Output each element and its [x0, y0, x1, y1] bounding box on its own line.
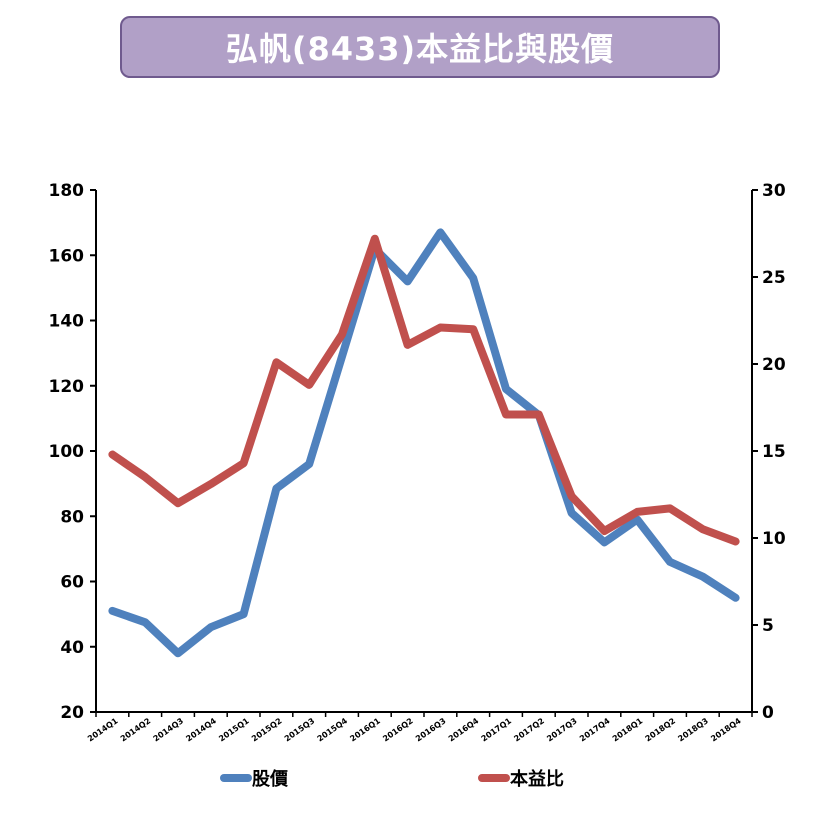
x-tick-label: 2016Q2	[381, 716, 415, 743]
price-point	[109, 607, 116, 614]
x-tick-label: 2017Q4	[578, 716, 612, 743]
pe-ratio-point	[568, 493, 575, 500]
price-point	[273, 485, 280, 492]
x-tick-label: 2015Q2	[250, 716, 284, 743]
x-tick-label: 2016Q4	[447, 716, 481, 743]
price-point	[699, 573, 706, 580]
legend-label: 股價	[251, 768, 289, 790]
x-tick-labels: 2014Q1 2014Q2 2014Q3 2014Q4 2015Q1 2015Q2 2015…	[86, 716, 743, 743]
y-right-tick-label: 5	[762, 616, 774, 636]
x-tick-label: 2016Q1	[348, 716, 382, 743]
y-right-tick-label: 20	[762, 355, 786, 375]
y-left-tick-label: 80	[60, 507, 84, 527]
pe-ratio-point	[470, 326, 477, 333]
x-tick-label: 2014Q4	[184, 716, 218, 743]
x-tick-label: 2017Q1	[480, 716, 514, 743]
chart-title: 弘帆(8433)本益比與股價	[225, 30, 615, 68]
price-point	[601, 539, 608, 546]
pe-ratio-point	[699, 526, 706, 533]
price-point	[306, 461, 313, 468]
y-right-tick-label: 25	[762, 268, 786, 288]
x-tick-label: 2015Q3	[283, 716, 317, 743]
y-right-tick-label: 10	[762, 529, 786, 549]
y-left-tick-label: 120	[49, 377, 85, 397]
series-line-price	[108, 228, 740, 658]
y-left-tick-label: 140	[49, 312, 85, 332]
price-point	[207, 624, 214, 631]
pe-ratio-point	[273, 359, 280, 366]
pe-ratio-point	[667, 505, 673, 512]
axes: 20 40 60 80 100 120 140 160 180 0 5 10 15 20 25 30	[49, 181, 786, 723]
y-left-tick-label: 40	[60, 638, 84, 658]
y-left-tick-label: 180	[49, 181, 85, 201]
y-right-tick-label: 15	[762, 442, 786, 462]
x-tick-label: 2014Q1	[86, 716, 120, 743]
pe-ratio-point	[175, 500, 181, 507]
pe-ratio-point	[207, 481, 214, 488]
y-left-tick-label: 60	[60, 573, 84, 593]
pe-ratio-point	[634, 508, 641, 515]
y-left-tick-label: 20	[60, 703, 84, 723]
legend: 股價 本益比	[220, 768, 564, 790]
x-tick-label: 2017Q3	[545, 716, 579, 743]
y-left-tick-label: 160	[49, 246, 85, 266]
x-tick-label: 2014Q2	[119, 716, 153, 743]
y-right-tick-label: 30	[762, 181, 786, 201]
pe-ratio-point	[535, 411, 542, 418]
x-tick-label: 2017Q2	[512, 716, 546, 743]
x-tick-label: 2014Q3	[152, 716, 186, 743]
x-tick-label: 2018Q3	[676, 716, 710, 743]
price-point	[634, 516, 641, 523]
x-tick-label: 2015Q4	[316, 716, 350, 743]
pe-ratio-point	[601, 528, 608, 535]
price-point	[503, 386, 509, 393]
price-point	[175, 650, 181, 657]
chart-title-box: 弘帆(8433)本益比與股價	[120, 16, 720, 78]
price-point	[437, 229, 444, 236]
pe-ratio-point	[404, 341, 411, 348]
pe-ratio-point	[371, 235, 378, 242]
price-point	[667, 558, 673, 565]
price-point	[142, 619, 149, 626]
x-tick-label: 2018Q1	[611, 716, 645, 743]
series-lines	[108, 228, 740, 658]
y-right-tick-label: 0	[762, 703, 774, 723]
pe-ratio-point	[240, 460, 247, 467]
series-line-pe-ratio	[108, 234, 740, 546]
x-tick-label: 2015Q1	[217, 716, 251, 743]
x-tick-label: 2018Q2	[644, 716, 678, 743]
x-tick-label: 2018Q4	[709, 716, 743, 743]
price-point	[339, 353, 345, 360]
price-point	[240, 611, 247, 618]
x-tick-label: 2016Q3	[414, 716, 448, 743]
pe-ratio-point	[339, 331, 345, 338]
pe-ratio-point	[306, 381, 313, 388]
price-point	[568, 509, 575, 516]
price-point	[732, 594, 739, 601]
price-point	[404, 278, 411, 285]
pe-ratio-point	[732, 538, 739, 545]
y-left-tick-label: 100	[49, 442, 85, 462]
pe-ratio-point	[437, 324, 444, 331]
legend-label: 本益比	[510, 768, 564, 790]
price-point	[470, 275, 477, 282]
pe-ratio-point	[142, 474, 149, 481]
pe-ratio-point	[109, 451, 116, 458]
pe-ratio-point	[503, 411, 509, 418]
